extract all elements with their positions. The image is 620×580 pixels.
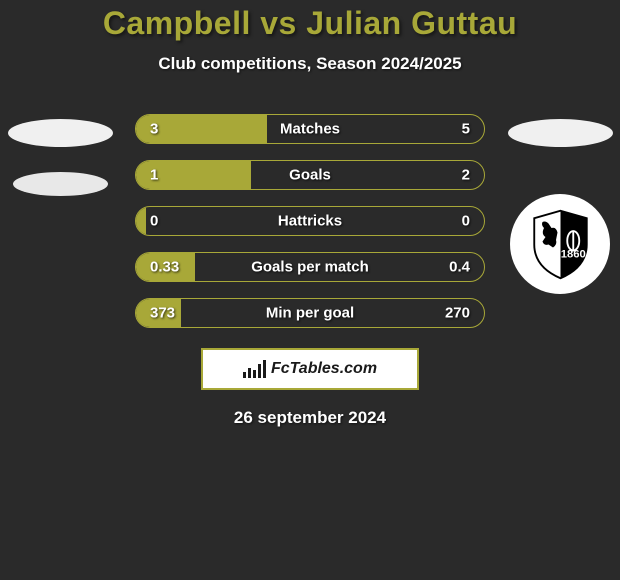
stat-bar: 0.33 Goals per match 0.4 [135,252,485,282]
stat-label: Min per goal [266,305,354,322]
stat-label: Matches [280,121,340,138]
brand-box-inner: FcTables.com [203,350,417,388]
avatar-placeholder-oval [8,119,113,147]
stat-label: Hattricks [278,213,342,230]
avatar-placeholder-oval [508,119,613,147]
stat-label: Goals per match [251,259,369,276]
stat-value-right: 0 [462,213,470,230]
stat-value-right: 0.4 [449,259,470,276]
stat-bar-fill [136,207,146,235]
page-title: Campbell vs Julian Guttau [0,5,620,42]
stat-bar: 0 Hattricks 0 [135,206,485,236]
brand-text: FcTables.com [271,360,377,378]
stat-value-left: 373 [150,305,175,322]
stat-value-left: 0 [150,213,158,230]
bars-chart-icon [243,360,266,378]
date-text: 26 september 2024 [0,408,620,428]
stat-value-left: 0.33 [150,259,179,276]
stat-label: Goals [289,167,331,184]
stat-bars: 3 Matches 5 1 Goals 2 0 Hattricks 0 0.33 Goals per… [135,114,485,328]
stat-value-left: 3 [150,121,158,138]
stat-bar: 1 Goals 2 [135,160,485,190]
player-right-avatar: 1860 [505,114,615,314]
stat-value-right: 5 [462,121,470,138]
stat-bar: 3 Matches 5 [135,114,485,144]
stat-value-left: 1 [150,167,158,184]
avatar-placeholder-oval-small [13,172,108,196]
player-left-avatar [5,114,115,314]
comparison-infographic: Campbell vs Julian Guttau Club competiti… [0,0,620,428]
shield-lion-icon: 1860 [523,207,598,282]
page-subtitle: Club competitions, Season 2024/2025 [0,54,620,74]
stat-value-right: 270 [445,305,470,322]
brand-box: FcTables.com [201,348,419,390]
club-badge: 1860 [510,194,610,294]
stat-bar: 373 Min per goal 270 [135,298,485,328]
stat-value-right: 2 [462,167,470,184]
content-row: 3 Matches 5 1 Goals 2 0 Hattricks 0 0.33 Goals per… [0,114,620,328]
